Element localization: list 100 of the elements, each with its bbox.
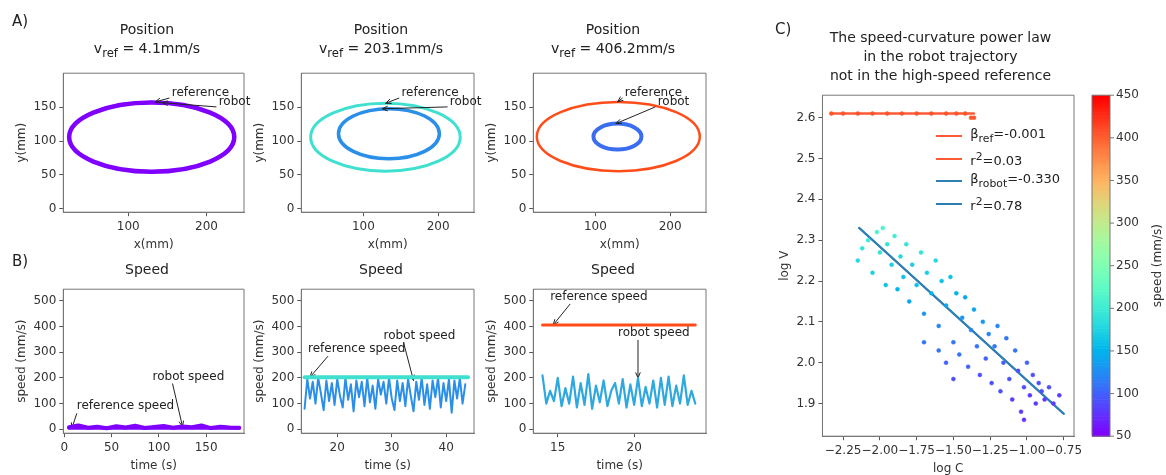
- x-tick-label: −1.25: [971, 442, 1009, 457]
- color-bar-label: 50: [1116, 428, 1132, 443]
- y-tick-label: 200: [33, 370, 57, 385]
- chart-subtitle: v$_{ref}$ = 4.1mm/s: [92, 39, 202, 62]
- x-tick-label: 200: [426, 218, 450, 233]
- y-tick-label: 200: [503, 370, 527, 385]
- y-tick-label: 300: [33, 344, 57, 359]
- y-tick-label: 50: [511, 166, 527, 181]
- y-tick-label: 100: [271, 132, 295, 147]
- x-tick-label: 200: [195, 218, 218, 233]
- x-axis-title: time (s): [596, 457, 643, 472]
- annotation: robot speed: [383, 327, 456, 342]
- x-tick-label: 100: [351, 218, 375, 233]
- y-tick-label: 300: [503, 344, 527, 359]
- y-tick-label: 0: [518, 200, 527, 215]
- y-tick-label: 500: [33, 292, 57, 307]
- x-axis-title: time (s): [364, 457, 411, 472]
- y-tick-label: 2.6: [796, 109, 816, 124]
- x-tick-label: 100: [116, 218, 140, 233]
- y-tick-label: 400: [33, 318, 57, 333]
- y-tick-label: 0: [286, 200, 295, 215]
- y-tick-label: 2.0: [796, 354, 816, 369]
- chart-title: Speed: [590, 260, 636, 279]
- chart-title: Speed: [358, 260, 404, 279]
- y-tick-label: 2.3: [796, 232, 816, 247]
- chart-title: Position: [119, 21, 175, 37]
- x-tick-label: 20: [626, 439, 642, 454]
- text: B): [12, 252, 29, 270]
- y-axis-title: y(mm): [252, 122, 267, 163]
- y-axis-title: speed (mm/s): [484, 319, 499, 403]
- x-tick-label: 150: [194, 439, 218, 454]
- chart-title: Position: [584, 20, 642, 39]
- y-tick-label: 50: [279, 166, 295, 181]
- y-tick-label: 500: [271, 292, 295, 307]
- y-tick-label: 2.5: [796, 150, 816, 165]
- legend-label: β$_{ref}$=-0.001: [970, 125, 1047, 147]
- annotation: reference speed: [308, 341, 406, 356]
- color-bar-label: 450: [1116, 87, 1139, 102]
- y-tick-label: 50: [41, 166, 57, 181]
- color-bar-label: 150: [1116, 343, 1139, 358]
- x-axis-title: x(mm): [599, 236, 640, 251]
- annotation: robot speed: [617, 325, 690, 340]
- x-tick-label: 30: [384, 439, 400, 454]
- x-axis-title: x(mm): [133, 236, 174, 251]
- text: A): [12, 12, 29, 30]
- x-tick-label: −1.50: [935, 442, 972, 457]
- y-axis-title: y(mm): [484, 122, 499, 163]
- text: C): [775, 20, 792, 38]
- y-tick-label: 100: [503, 132, 527, 147]
- annotation: robot speed: [152, 368, 225, 383]
- y-tick-label: 150: [271, 99, 295, 114]
- x-tick-label: −0.75: [1045, 442, 1083, 457]
- x-tick-label: −1.00: [1008, 442, 1046, 457]
- x-tick-label: −1.75: [898, 442, 936, 457]
- y-tick-label: 500: [503, 292, 527, 307]
- color-bar-title: speed (mm/s): [1150, 224, 1165, 308]
- color-bar-label: 400: [1116, 129, 1139, 144]
- legend-label: β$_{robot}$=-0.330: [970, 169, 1060, 192]
- y-tick-label: 2.1: [796, 313, 816, 328]
- x-axis-title: x(mm): [367, 236, 408, 251]
- y-tick-label: 100: [271, 395, 295, 410]
- x-axis-title: log C: [932, 460, 964, 475]
- y-tick-label: 0: [48, 200, 57, 215]
- y-tick-label: 150: [33, 99, 57, 114]
- y-tick-label: 200: [271, 370, 295, 385]
- x-tick-label: 15: [550, 439, 566, 454]
- x-tick-label: 20: [329, 439, 345, 454]
- color-bar-label: 350: [1116, 172, 1139, 187]
- x-tick-label: 50: [103, 439, 120, 454]
- y-tick-label: 2.2: [796, 273, 816, 288]
- x-axis-title: time (s): [130, 457, 177, 472]
- x-tick-label: −2.25: [824, 442, 862, 457]
- y-tick-label: 150: [503, 99, 527, 114]
- y-tick-label: 400: [271, 318, 295, 333]
- y-tick-label: 0: [48, 421, 57, 436]
- x-tick-label: 0: [60, 439, 69, 454]
- y-tick-label: 0: [518, 421, 527, 436]
- y-axis-title: speed (mm/s): [14, 319, 29, 403]
- chart-subtitle: v$_{ref}$ = 406.2mm/s: [549, 39, 677, 62]
- y-tick-label: 100: [33, 395, 57, 410]
- y-tick-label: 100: [33, 132, 57, 147]
- y-tick-label: 0: [286, 421, 295, 436]
- legend-label: r$^{2}$=0.03: [970, 148, 1023, 170]
- y-axis-title: log V: [777, 249, 792, 281]
- x-tick-label: 100: [147, 439, 171, 454]
- legend-label: r$^{2}$=0.78: [970, 193, 1023, 215]
- y-axis-title: y(mm): [14, 122, 29, 163]
- color-bar-label: 250: [1116, 257, 1139, 272]
- chart-title: Speed: [125, 261, 169, 277]
- chart-subtitle: v$_{ref}$ = 203.1mm/s: [317, 39, 445, 62]
- y-tick-label: 2.4: [796, 191, 816, 206]
- chart-title: Position: [352, 20, 410, 39]
- y-axis-title: speed (mm/s): [252, 319, 267, 403]
- x-tick-label: 40: [438, 439, 454, 454]
- color-bar-label: 300: [1116, 215, 1139, 230]
- annotation: reference speed: [76, 398, 175, 413]
- x-tick-label: −2.00: [861, 442, 899, 457]
- y-tick-label: 300: [271, 344, 295, 359]
- y-tick-label: 100: [503, 395, 527, 410]
- color-bar-label: 200: [1116, 300, 1139, 315]
